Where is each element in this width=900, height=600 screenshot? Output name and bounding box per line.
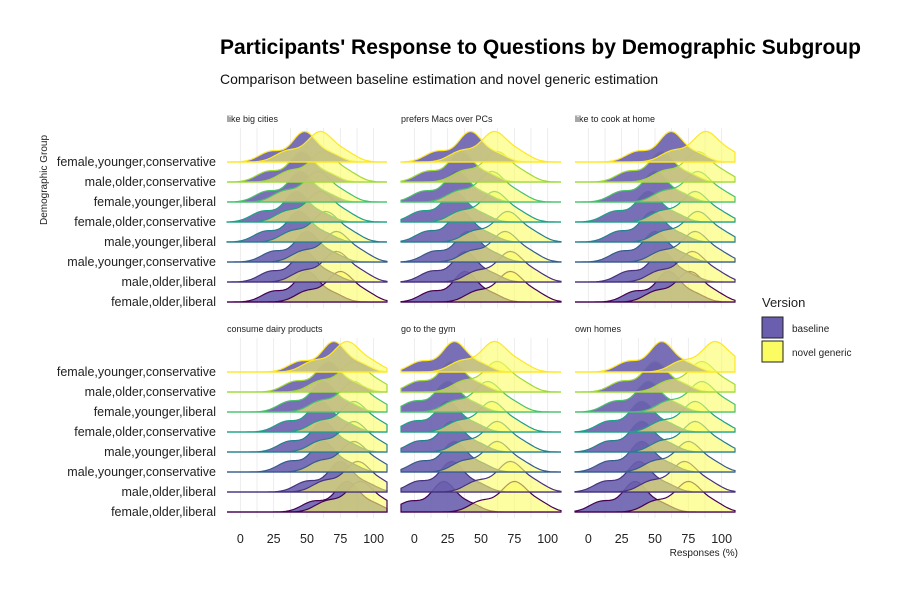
density-novel xyxy=(575,130,736,163)
x-tick-label: 50 xyxy=(648,532,662,546)
x-tick-label: 0 xyxy=(585,532,592,546)
y-tick-label: female,younger,conservative xyxy=(57,365,216,379)
x-tick-label: 75 xyxy=(333,532,347,546)
y-tick-label: male,younger,conservative xyxy=(67,465,216,479)
y-tick-label: male,older,liberal xyxy=(122,275,217,289)
density-novel xyxy=(575,340,736,373)
density-novel xyxy=(401,210,562,243)
facet-label: like big cities xyxy=(227,114,279,124)
x-tick-label: 100 xyxy=(711,532,732,546)
y-tick-label: female,older,conservative xyxy=(74,215,216,229)
density-novel xyxy=(227,210,388,243)
x-tick-label: 50 xyxy=(474,532,488,546)
x-tick-label: 75 xyxy=(681,532,695,546)
facet-label: own homes xyxy=(575,324,622,334)
y-tick-label: female,older,conservative xyxy=(74,425,216,439)
x-tick-label: 25 xyxy=(267,532,281,546)
x-tick-label: 75 xyxy=(507,532,521,546)
x-axis-label: Responses (%) xyxy=(670,548,738,559)
facet-label: like to cook at home xyxy=(575,114,655,124)
y-tick-label: female,younger,liberal xyxy=(94,195,216,209)
x-tick-label: 50 xyxy=(300,532,314,546)
y-tick-label: female,older,liberal xyxy=(111,505,216,519)
y-tick-label: male,older,conservative xyxy=(85,175,216,189)
facet-label: prefers Macs over PCs xyxy=(401,114,493,124)
legend-swatch xyxy=(761,316,784,339)
legend-title: Version xyxy=(762,295,805,310)
legend-label: novel generic xyxy=(792,348,851,359)
density-novel xyxy=(401,340,561,373)
y-tick-label: male,older,conservative xyxy=(85,385,216,399)
y-tick-label: female,younger,liberal xyxy=(94,405,216,419)
density-novel xyxy=(227,340,388,373)
x-tick-label: 0 xyxy=(411,532,418,546)
facet-label: go to the gym xyxy=(401,324,456,334)
density-novel xyxy=(401,130,561,163)
density-novel xyxy=(227,130,387,163)
x-tick-label: 0 xyxy=(237,532,244,546)
y-axis-label: Demographic Group xyxy=(39,135,50,225)
chart-title: Participants' Response to Questions by D… xyxy=(220,36,861,59)
x-tick-label: 25 xyxy=(615,532,629,546)
y-tick-label: female,younger,conservative xyxy=(57,155,216,169)
y-tick-label: male,younger,conservative xyxy=(67,255,216,269)
legend-swatch xyxy=(761,340,784,363)
facet-label: consume dairy products xyxy=(227,324,323,334)
y-tick-label: male,older,liberal xyxy=(122,485,217,499)
chart-subtitle: Comparison between baseline estimation a… xyxy=(220,71,659,87)
y-tick-label: male,younger,liberal xyxy=(104,235,216,249)
density-novel xyxy=(401,230,562,263)
x-tick-label: 100 xyxy=(537,532,558,546)
y-tick-label: female,older,liberal xyxy=(111,295,216,309)
x-tick-label: 25 xyxy=(441,532,455,546)
x-tick-label: 100 xyxy=(363,532,384,546)
y-tick-label: male,younger,liberal xyxy=(104,445,216,459)
legend-label: baseline xyxy=(792,324,830,335)
